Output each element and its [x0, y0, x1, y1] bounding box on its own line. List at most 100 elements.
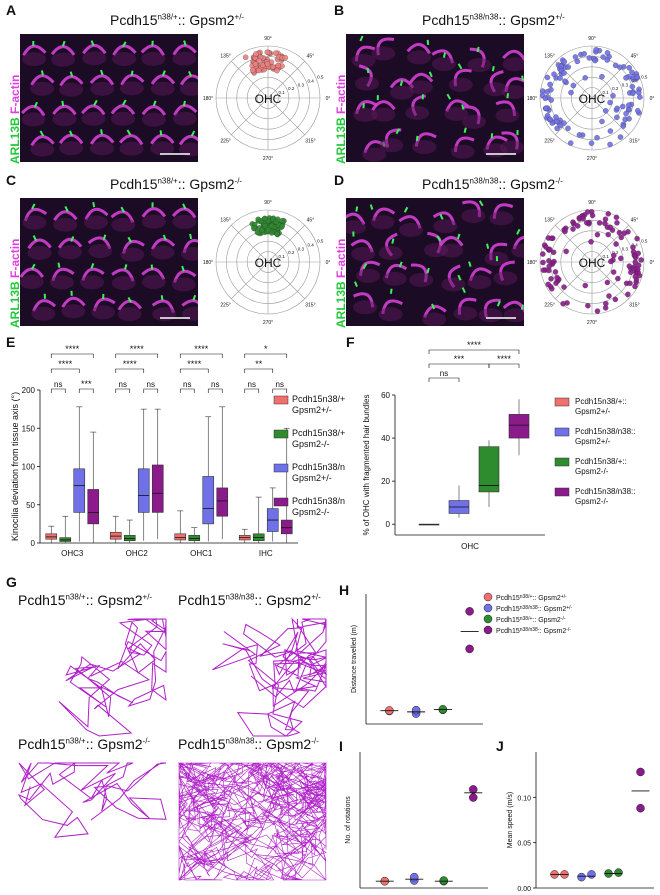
polar-data-point	[582, 75, 588, 81]
polar-plot-c: 90° 45° 0° 315° 270° 225° 180° 135° 0.10.20.30.4…	[203, 200, 331, 326]
kinocilium-mark	[521, 75, 524, 81]
cell-body-shape	[448, 77, 473, 92]
polar-radius-label: 0.2	[612, 86, 619, 91]
hair-bundle-shape	[172, 44, 197, 56]
polar-data-point	[588, 238, 594, 245]
significance-bracket	[488, 363, 520, 368]
cell-body-shape	[431, 57, 456, 72]
cell-body-shape	[111, 276, 136, 291]
polar-data-point	[568, 89, 574, 96]
polar-data-point	[632, 283, 638, 290]
panel-g-tracks: Pcdh15n38/+:: Gpsm2+/- Pcdh15n38/n38:: Gp…	[0, 578, 340, 895]
legend-label: Pcdh15n38/n38::	[575, 427, 636, 436]
polar-data-point	[553, 118, 560, 125]
polar-radius-label: 0.3	[298, 82, 305, 87]
cell-body-shape	[141, 214, 166, 229]
kinocilium-mark	[70, 236, 75, 242]
kinocilium-mark	[359, 35, 364, 42]
box-iqr	[151, 464, 164, 513]
kinocilium-mark	[461, 287, 466, 294]
polar-data-point	[551, 71, 557, 77]
polar-data-point	[252, 61, 259, 67]
kinocilium-mark	[403, 206, 409, 213]
panel-label-a: A	[6, 2, 17, 18]
hair-bundle-shape	[406, 42, 431, 55]
kinocilium-mark	[40, 70, 44, 76]
y-tick-label: 150	[22, 424, 36, 433]
polar-data-point	[600, 54, 606, 60]
movement-track-plot	[17, 761, 167, 838]
y-tick-label: 0.05	[517, 841, 531, 848]
polar-angle-label: 180°	[203, 260, 213, 266]
polar-angle-label: 225°	[220, 138, 230, 144]
kinocilium-mark	[57, 262, 61, 268]
kinocilium-mark	[428, 71, 433, 78]
data-point	[410, 872, 419, 882]
polar-data-point	[254, 229, 261, 236]
polar-data-point	[250, 67, 256, 73]
legend-label: Gpsm2+/-	[575, 407, 611, 416]
kinocilium-mark	[188, 70, 193, 77]
polar-data-point	[546, 263, 552, 269]
cell-body-shape	[362, 147, 387, 162]
kinocilium-mark	[399, 80, 404, 86]
polar-data-point	[638, 257, 644, 263]
track-title: Pcdh15n38/+:: Gpsm2-/-	[18, 736, 151, 752]
polar-data-point	[615, 275, 621, 282]
cell-body-shape	[450, 144, 475, 159]
polar-spoke	[555, 97, 593, 135]
polar-angle-label: 45°	[631, 54, 639, 60]
y-tick-label: 20	[381, 477, 390, 486]
polar-data-point	[607, 128, 614, 134]
polar-data-point	[560, 300, 566, 307]
kinocilium-mark	[354, 281, 358, 287]
polar-data-point	[553, 280, 559, 286]
cell-body-shape	[483, 82, 508, 97]
polar-data-point	[540, 259, 546, 266]
significance-label: ***	[454, 354, 465, 364]
polar-angle-label: 90°	[588, 200, 596, 206]
cell-body-shape	[371, 107, 396, 122]
polar-angle-label: 270°	[263, 320, 273, 326]
cell-body-shape	[89, 141, 114, 156]
polar-radius-label: 0.3	[622, 82, 629, 87]
kinocilium-mark	[61, 100, 65, 107]
legend-label: Pcdh15n38/+::	[575, 457, 627, 466]
hair-bundle-shape	[30, 135, 55, 147]
polar-angle-label: 225°	[544, 138, 554, 144]
cell-body-shape	[31, 306, 56, 321]
legend-label: Gpsm2-/-	[292, 439, 330, 449]
polar-data-point	[273, 50, 279, 56]
legend-swatch	[273, 463, 289, 473]
movement-track-plot	[58, 618, 167, 737]
cell-body-shape	[467, 57, 492, 72]
cell-body-shape	[61, 304, 86, 319]
cell-body-shape	[180, 246, 198, 261]
polar-angle-label: 135°	[220, 54, 230, 60]
cell-body-shape	[409, 273, 434, 288]
hair-bundle-shape	[140, 44, 165, 57]
cell-body-shape	[346, 220, 367, 235]
significance-label: ns	[119, 380, 127, 389]
hair-bundle-shape	[89, 133, 115, 145]
hair-bundle-shape	[84, 207, 109, 221]
hair-bundle-shape	[27, 238, 52, 250]
polar-data-point	[570, 226, 576, 232]
polar-data-point	[596, 220, 603, 226]
kinocilium-mark	[93, 99, 98, 106]
significance-bracket	[115, 368, 145, 373]
cell-body-shape	[57, 245, 82, 260]
polar-data-point	[548, 235, 555, 241]
polar-radius-label: 0.5	[317, 75, 324, 80]
polar-data-point	[574, 223, 581, 229]
kinocilium-mark	[355, 206, 359, 212]
cell-body-shape	[370, 215, 395, 230]
polar-data-point	[613, 241, 619, 247]
y-tick-label: 50	[26, 501, 35, 510]
significance-bracket	[428, 377, 460, 382]
kinocilium-mark	[520, 304, 524, 310]
polar-data-point	[561, 284, 567, 290]
cell-body-shape	[91, 305, 116, 320]
polar-radius-label: 0.5	[641, 239, 648, 244]
data-point	[636, 803, 645, 813]
